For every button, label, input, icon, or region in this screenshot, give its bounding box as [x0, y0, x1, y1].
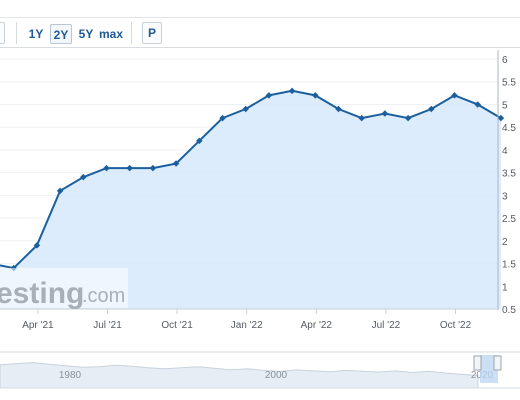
y-tick-label: 1 [502, 282, 508, 293]
data-point[interactable] [172, 160, 180, 167]
watermark-suffix: .com [82, 285, 125, 307]
period-5y-button[interactable]: 5Y [78, 27, 94, 41]
series-line [0, 89, 502, 270]
data-point[interactable] [149, 164, 157, 172]
top-divider [0, 17, 520, 18]
navigator-handle-right[interactable] [493, 355, 502, 371]
data-point[interactable] [126, 164, 133, 172]
y-tick-label: 5.5 [502, 78, 516, 89]
data-point[interactable] [80, 173, 87, 181]
x-tick-label: Apr '21 [22, 320, 54, 331]
data-point[interactable] [10, 264, 17, 272]
toolbar-separator [16, 22, 17, 44]
watermark: esting .com [0, 268, 128, 310]
x-tick-label: Jan '22 [231, 320, 263, 331]
data-point[interactable] [219, 114, 226, 122]
navigator[interactable]: 1980 2000 2020 [0, 351, 520, 389]
navigator-tick-label: 1980 [59, 370, 82, 381]
navigator-handle-left[interactable] [473, 355, 482, 371]
data-point[interactable] [33, 242, 41, 249]
data-point[interactable] [381, 110, 389, 117]
period-max-button[interactable]: max [98, 27, 124, 41]
x-tick-label: Apr '22 [301, 320, 333, 331]
x-tick-label: Jul '21 [93, 320, 122, 331]
data-point[interactable] [428, 105, 435, 113]
toolbar-divider [0, 47, 520, 48]
period-2y-button[interactable]: 2Y [50, 24, 72, 44]
chart-type-button[interactable] [0, 22, 5, 44]
data-point[interactable] [56, 187, 64, 195]
x-tick-label: Oct '22 [440, 320, 472, 331]
data-point[interactable] [242, 105, 249, 113]
area-fill [0, 90, 501, 309]
data-point[interactable] [265, 92, 273, 99]
data-point[interactable] [335, 105, 342, 113]
period-1y-button[interactable]: 1Y [28, 27, 44, 41]
data-point[interactable] [288, 87, 296, 95]
data-point[interactable] [451, 92, 458, 99]
x-tick-label: Jul '22 [372, 320, 401, 331]
watermark-text: esting [0, 277, 84, 310]
navigator-series [0, 362, 479, 389]
data-point[interactable] [103, 164, 110, 172]
y-tick-label: 1.5 [502, 260, 516, 271]
data-point[interactable] [358, 114, 365, 122]
data-point[interactable] [312, 92, 319, 99]
navigator-tick-label: 2020 [471, 370, 494, 381]
y-tick-label: 2 [502, 237, 508, 248]
p-button[interactable]: P [142, 22, 162, 44]
data-point[interactable] [404, 114, 412, 122]
y-tick-label: 3.5 [502, 169, 516, 180]
navigator-tick-label: 2000 [265, 370, 288, 381]
data-point[interactable] [497, 114, 505, 122]
y-tick-label: 6 [502, 55, 508, 66]
y-tick-label: 4.5 [502, 123, 516, 134]
y-tick-label: 5 [502, 100, 508, 111]
data-point[interactable] [474, 101, 481, 108]
toolbar-separator [131, 22, 132, 44]
y-tick-label: 3 [502, 191, 508, 202]
y-tick-label: 2.5 [502, 214, 516, 225]
y-tick-label: 0.5 [502, 305, 516, 316]
x-tick-label: Oct '21 [161, 320, 193, 331]
data-point[interactable] [196, 137, 203, 145]
y-tick-label: 4 [502, 146, 508, 157]
navigator-range[interactable] [480, 355, 498, 383]
